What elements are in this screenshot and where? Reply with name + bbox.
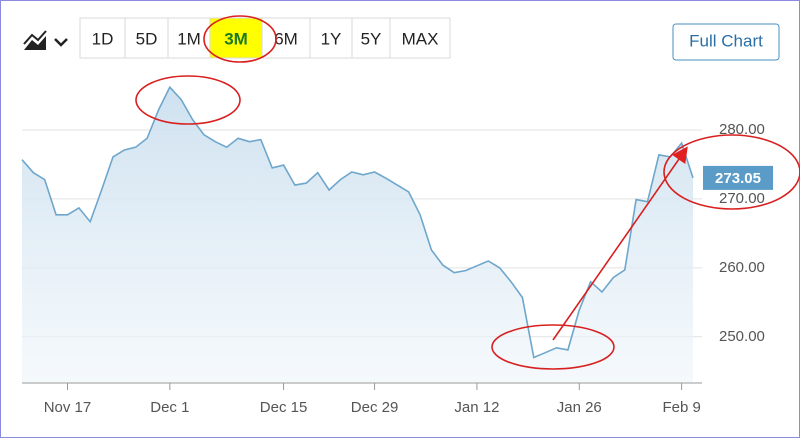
x-tick-label: Jan 12 — [454, 399, 499, 416]
annotations — [135, 15, 800, 370]
range-button-label[interactable]: 5Y — [361, 29, 382, 48]
range-button[interactable] — [124, 17, 169, 59]
range-button-label[interactable]: 1D — [92, 29, 114, 48]
area-fill — [22, 87, 693, 383]
range-button-label[interactable]: 5D — [136, 29, 158, 48]
full-chart-button[interactable] — [672, 23, 780, 61]
range-button-label[interactable]: 3M — [224, 29, 248, 48]
full-chart-label[interactable]: Full Chart — [689, 31, 763, 50]
range-button[interactable] — [209, 17, 263, 59]
range-button[interactable] — [389, 17, 451, 59]
current-price-tag — [703, 165, 773, 190]
range-button[interactable] — [167, 17, 211, 59]
x-tick-label: Dec 15 — [260, 399, 308, 416]
range-button-label[interactable]: 1Y — [321, 29, 342, 48]
y-tick-label: 260.00 — [719, 259, 765, 276]
current-price-label: 273.05 — [715, 170, 761, 187]
chart-type-menu[interactable] — [23, 30, 68, 50]
price-line — [21, 85, 694, 359]
range-button-label[interactable]: 1M — [177, 29, 201, 48]
y-tick-label: 270.00 — [719, 190, 765, 207]
range-button-label[interactable]: MAX — [402, 29, 439, 48]
x-tick-label: Feb 9 — [662, 399, 700, 416]
range-button[interactable] — [79, 17, 126, 59]
range-button[interactable] — [351, 17, 391, 59]
x-tick-label: Dec 1 — [150, 399, 189, 416]
x-tick-label: Nov 17 — [44, 399, 92, 416]
range-button-label[interactable]: 6M — [274, 29, 298, 48]
x-tick-label: Jan 26 — [557, 399, 602, 416]
x-tick-label: Dec 29 — [351, 399, 399, 416]
y-tick-label: 250.00 — [719, 328, 765, 345]
y-tick-label: 280.00 — [719, 121, 765, 138]
